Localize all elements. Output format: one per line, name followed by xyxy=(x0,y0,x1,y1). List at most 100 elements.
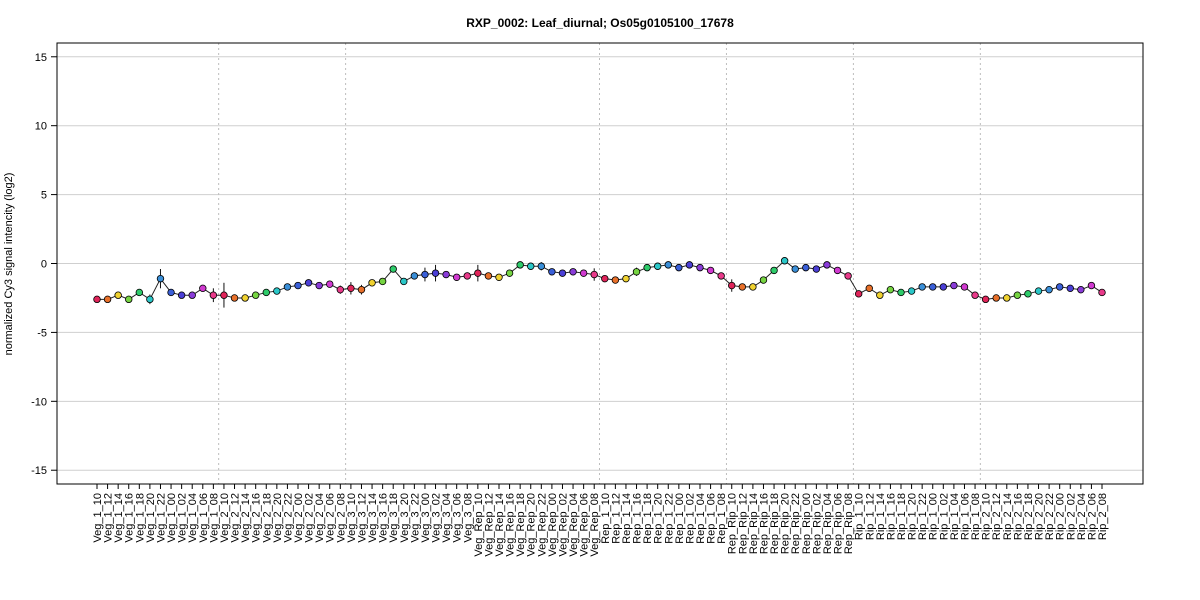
x-tick-label: Rip_1_20 xyxy=(907,493,919,540)
y-tick-label: 5 xyxy=(41,190,47,202)
data-point xyxy=(463,272,471,280)
data-point xyxy=(326,280,334,288)
data-point xyxy=(907,287,916,295)
x-tick-label: Rip_2_16 xyxy=(1012,493,1024,540)
x-tick-label: Rip_1_14 xyxy=(875,493,887,540)
data-point xyxy=(643,263,651,272)
data-point xyxy=(696,263,704,272)
data-point xyxy=(315,281,323,290)
x-tick-label: Rip_1_00 xyxy=(928,493,940,540)
x-tick-label: Veg_1_12 xyxy=(103,493,115,543)
x-tick-label: Rep_1_18 xyxy=(642,493,654,544)
x-tick-label: Rip_2_08 xyxy=(1097,493,1109,540)
x-tick-label: Rip_2_20 xyxy=(1034,493,1046,540)
x-tick-label: Rip_2_10 xyxy=(981,493,993,540)
data-point xyxy=(452,273,461,281)
x-tick-label: Rip_1_16 xyxy=(885,493,897,540)
data-point xyxy=(728,281,736,290)
x-tick-label: Veg_3_02 xyxy=(431,493,443,543)
data-point xyxy=(1077,285,1085,294)
x-tick-label: Rip_2_06 xyxy=(1086,493,1098,540)
data-point xyxy=(167,288,175,297)
x-tick-label: Veg_3_12 xyxy=(356,493,368,543)
x-tick-label: Rep_1_08 xyxy=(716,493,728,544)
x-tick-label: Veg_1_00 xyxy=(166,493,178,543)
x-tick-label: Veg_Rep_18 xyxy=(515,493,527,557)
data-point xyxy=(653,262,662,270)
data-point xyxy=(611,276,620,284)
x-tick-label: Veg_3_04 xyxy=(441,493,453,543)
data-point xyxy=(199,284,207,293)
data-point xyxy=(93,295,101,304)
data-points xyxy=(93,257,1106,304)
x-tick-label: Veg_2_16 xyxy=(251,493,263,543)
data-point xyxy=(421,270,429,279)
data-point xyxy=(357,285,366,294)
x-tick-label: Veg_1_04 xyxy=(187,493,199,543)
data-point xyxy=(1045,285,1053,294)
x-tick-label: Veg_3_10 xyxy=(346,493,358,543)
data-point xyxy=(1066,284,1074,293)
data-point xyxy=(706,266,715,275)
x-tick-label: Rep_Rip_00 xyxy=(801,493,813,554)
data-point xyxy=(505,269,514,277)
data-point xyxy=(283,283,292,291)
data-point xyxy=(389,265,397,273)
data-point xyxy=(759,276,768,284)
x-tick-label: Veg_1_02 xyxy=(177,493,189,543)
x-tick-label: Veg_1_16 xyxy=(124,493,136,543)
x-tick-label: Veg_2_06 xyxy=(325,493,337,543)
data-point xyxy=(992,294,1000,302)
data-point xyxy=(1034,287,1043,295)
data-point xyxy=(209,291,218,299)
x-tick-label: Veg_Rep_22 xyxy=(536,493,548,557)
x-axis: Veg_1_10Veg_1_12Veg_1_14Veg_1_16Veg_1_18… xyxy=(92,484,1109,557)
data-point xyxy=(929,283,937,291)
data-point xyxy=(241,294,249,302)
data-point xyxy=(103,295,112,304)
data-point xyxy=(135,288,144,297)
x-tick-label: Rip_2_14 xyxy=(1002,493,1014,540)
y-tick-label: -15 xyxy=(31,465,47,477)
data-point xyxy=(844,272,852,280)
x-tick-label: Rip_2_00 xyxy=(1055,493,1067,540)
data-point xyxy=(495,273,503,281)
data-point xyxy=(632,268,641,276)
data-point xyxy=(230,294,239,302)
x-tick-label: Rip_2_04 xyxy=(1076,493,1088,540)
data-point xyxy=(548,268,556,276)
data-point xyxy=(251,291,260,299)
data-point xyxy=(897,288,905,297)
data-point xyxy=(262,288,270,297)
x-tick-label: Rip_1_02 xyxy=(938,493,950,540)
data-point xyxy=(601,274,609,283)
x-tick-label: Veg_2_02 xyxy=(304,493,316,543)
data-point xyxy=(484,272,493,280)
x-tick-label: Rep_Rip_20 xyxy=(780,493,792,554)
data-point xyxy=(431,269,440,277)
x-tick-label: Rip_2_12 xyxy=(991,493,1003,540)
data-point xyxy=(770,266,778,275)
x-tick-label: Rep_Rip_16 xyxy=(758,493,770,554)
x-tick-label: Rip_2_18 xyxy=(1023,493,1035,540)
x-tick-label: Rep_Rip_12 xyxy=(737,493,749,554)
chart-title: RXP_0002: Leaf_diurnal; Os05g0105100_176… xyxy=(466,16,734,30)
data-point xyxy=(1024,290,1032,298)
x-tick-label: Veg_Rep_08 xyxy=(589,493,601,557)
data-point xyxy=(125,295,133,304)
x-tick-label: Rep_1_14 xyxy=(621,493,633,544)
data-point xyxy=(865,284,873,293)
data-point xyxy=(918,283,926,291)
x-tick-label: Veg_1_10 xyxy=(92,493,104,543)
data-point xyxy=(590,270,598,279)
x-tick-label: Veg_Rep_16 xyxy=(505,493,517,557)
x-tick-label: Rip_1_08 xyxy=(970,493,982,540)
y-axis: -15 -10 -5 0 5 10 15 xyxy=(31,52,57,477)
data-point xyxy=(400,277,408,286)
data-point xyxy=(442,270,450,279)
x-tick-label: Rep_1_10 xyxy=(600,493,612,544)
x-tick-label: Veg_2_20 xyxy=(272,493,284,543)
x-tick-label: Rip_2_02 xyxy=(1065,493,1077,540)
data-point xyxy=(336,285,345,294)
data-point xyxy=(812,265,821,273)
